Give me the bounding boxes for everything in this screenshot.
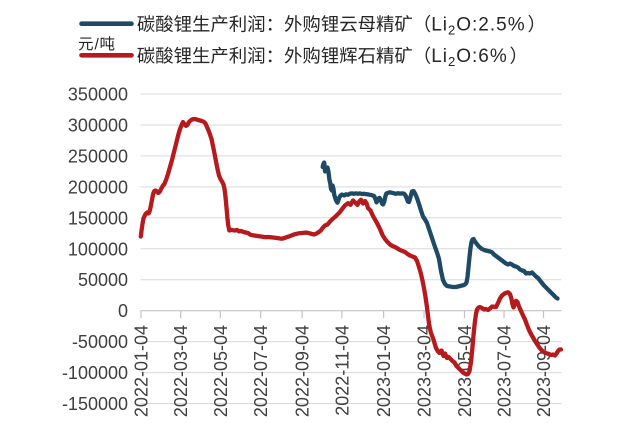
svg-text:2022-05-04: 2022-05-04 [211,325,231,417]
svg-text:-50000: -50000 [72,332,128,352]
svg-text:Li2O:6%: Li2O:6% [431,46,508,69]
svg-text:150000: 150000 [68,208,128,228]
svg-text:2022-09-04: 2022-09-04 [293,325,313,417]
svg-text:2023-09-04: 2023-09-04 [534,325,554,417]
svg-text:350000: 350000 [68,85,128,105]
svg-text:2022-11-04: 2022-11-04 [332,325,352,416]
svg-text:2023-05-04: 2023-05-04 [455,325,475,417]
svg-text:-150000: -150000 [62,394,128,414]
svg-text:2022-07-04: 2022-07-04 [251,325,271,417]
svg-text:200000: 200000 [68,177,128,197]
svg-text:300000: 300000 [68,116,128,136]
svg-text:250000: 250000 [68,146,128,166]
svg-text:50000: 50000 [78,270,128,290]
svg-text:Li2O:2.5%: Li2O:2.5% [431,15,525,38]
svg-text:-100000: -100000 [62,363,128,383]
svg-text:2023-03-04: 2023-03-04 [415,325,435,417]
svg-text:2023-07-04: 2023-07-04 [495,325,515,417]
svg-text:0: 0 [118,301,128,321]
svg-text:/: / [95,36,100,53]
svg-text:2022-01-04: 2022-01-04 [132,325,152,417]
svg-text:100000: 100000 [68,239,128,259]
svg-text:2022-03-04: 2022-03-04 [171,325,191,417]
svg-text:2023-01-04: 2023-01-04 [374,325,394,417]
